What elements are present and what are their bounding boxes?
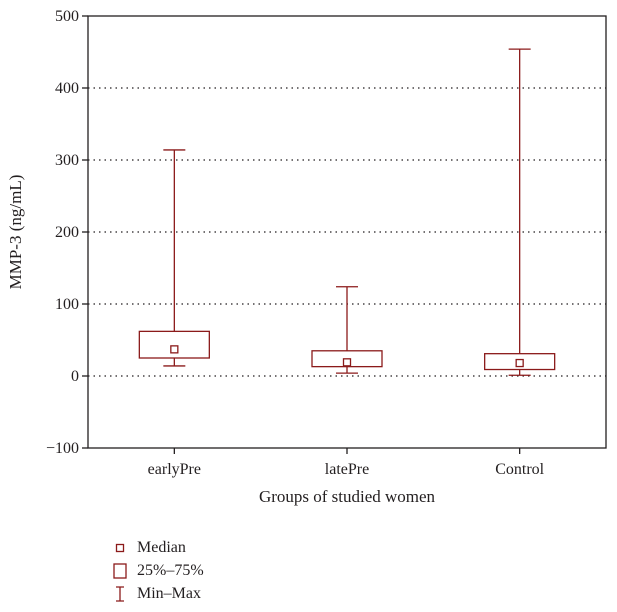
x-axis-title: Groups of studied women	[259, 487, 436, 506]
median-marker	[515, 358, 524, 368]
y-tick-label: 500	[55, 8, 79, 25]
legend-item-box: 25%–75%	[113, 559, 204, 582]
whisker-range-icon	[113, 584, 135, 604]
legend-label-box: 25%–75%	[137, 562, 204, 579]
legend-item-whisker: Min–Max	[113, 582, 204, 605]
box-group-latePre	[311, 286, 383, 374]
iqr-box	[138, 330, 210, 359]
legend-label-median: Median	[137, 539, 186, 556]
y-tick-label: 200	[55, 224, 79, 241]
x-tick-label: latePre	[325, 461, 369, 478]
median-marker	[342, 358, 352, 367]
legend: Median 25%–75% Min–Max	[113, 536, 204, 605]
iqr-box	[484, 353, 556, 371]
y-tick-label: 400	[55, 80, 79, 97]
box-plot-series	[138, 48, 556, 376]
y-tick-label: 300	[55, 152, 79, 169]
iqr-box	[311, 350, 383, 368]
y-tick-label: 0	[71, 368, 79, 385]
median-marker-icon	[113, 538, 135, 558]
y-tick-label: −100	[46, 440, 79, 457]
x-tick-label: Control	[495, 461, 544, 478]
legend-label-whisker: Min–Max	[137, 585, 201, 602]
box-range-icon	[113, 561, 135, 581]
median-marker	[170, 345, 179, 354]
x-tick-label: earlyPre	[148, 461, 201, 478]
box-plot-chart: −100 0 100 200 300 400 500 earlyPre latePre Cont…	[6, 8, 607, 506]
y-axis-ticks: −100 0 100 200 300 400 500	[46, 8, 88, 457]
x-axis-ticks: earlyPre latePre Control	[148, 448, 545, 478]
box-group-Control	[484, 48, 556, 376]
y-tick-label: 100	[55, 296, 79, 313]
legend-item-median: Median	[113, 536, 204, 559]
y-axis-title: MMP-3 (ng/mL)	[6, 175, 25, 290]
box-group-earlyPre	[138, 149, 210, 367]
